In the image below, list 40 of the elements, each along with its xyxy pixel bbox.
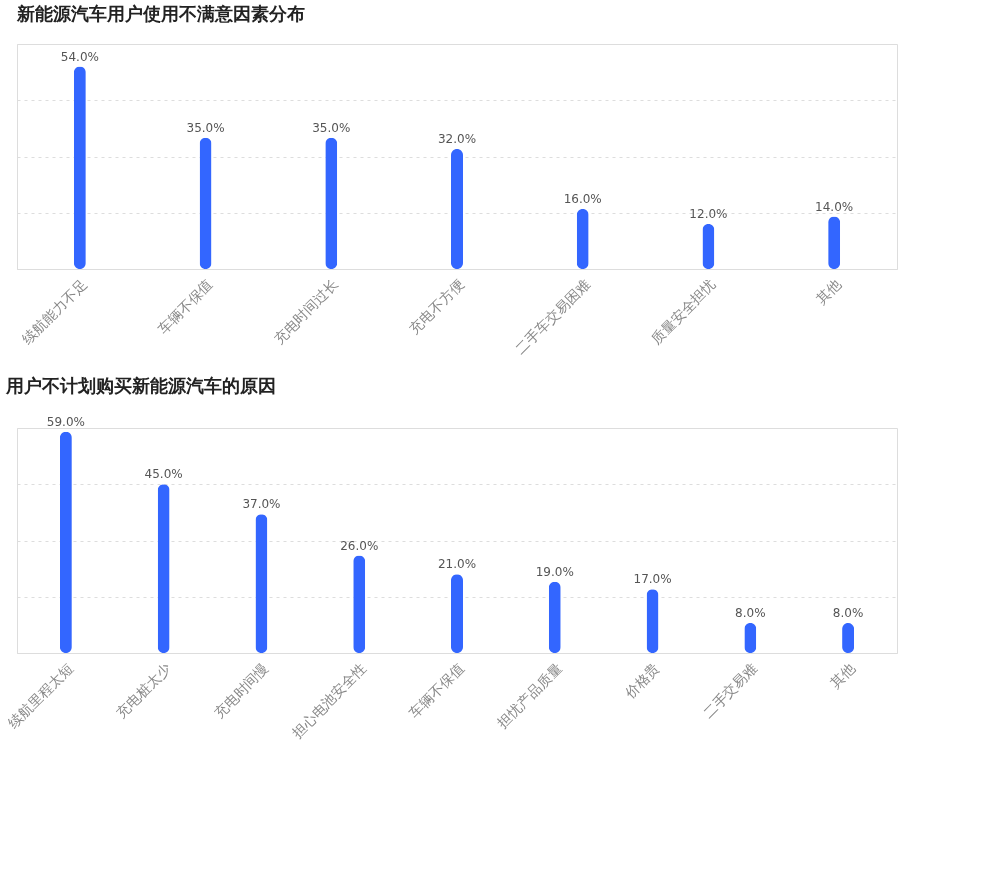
chart-title: 新能源汽车用户使用不满意因素分布: [16, 3, 305, 24]
data-label: 32.0%: [437, 132, 477, 146]
bar: [451, 574, 463, 653]
x-tick-label: 车辆不保值: [154, 276, 216, 337]
data-label: 26.0%: [340, 538, 379, 553]
x-tick-label: 二手车交易困难: [512, 276, 593, 357]
data-label: 17.0%: [633, 572, 672, 587]
data-label: 19.0%: [535, 564, 574, 579]
x-tick-label: 价格贵: [620, 660, 663, 702]
data-label: 45.0%: [144, 467, 183, 482]
x-tick-label: 其他: [826, 660, 859, 692]
x-tick-label: 续航能力不足: [19, 276, 90, 347]
bar: [157, 484, 170, 653]
bar: [451, 149, 463, 269]
data-label: 54.0%: [60, 49, 99, 64]
data-label: 8.0%: [735, 606, 766, 620]
x-tick-label: 质量安全担忧: [647, 276, 719, 347]
bar: [199, 137, 212, 269]
bar: [59, 431, 72, 653]
data-label: 8.0%: [832, 606, 864, 620]
x-tick-label: 车辆不保值: [406, 660, 467, 721]
data-label: 12.0%: [689, 207, 728, 221]
x-tick-label: 其他: [812, 276, 845, 308]
x-tick-label: 充电桩太少: [112, 660, 174, 721]
x-tick-label: 充电时间过长: [270, 276, 342, 347]
chart-title: 用户不计划购买新能源汽车的原因: [4, 374, 276, 396]
bar: [73, 66, 86, 269]
x-tick-label: 充电不方便: [406, 276, 467, 337]
x-tick-label: 二手交易难: [699, 660, 761, 721]
data-label: 35.0%: [186, 120, 225, 135]
data-label: 16.0%: [563, 192, 602, 206]
data-label: 35.0%: [312, 120, 351, 135]
data-label: 21.0%: [437, 557, 477, 572]
data-label: 37.0%: [242, 497, 281, 512]
x-tick-label: 续航里程太短: [5, 660, 76, 731]
data-label: 59.0%: [46, 414, 85, 429]
x-tick-label: 充电时间慢: [210, 660, 272, 721]
x-tick-label: 担心电池安全性: [288, 660, 370, 741]
x-tick-label: 担忧产品质量: [493, 660, 565, 731]
data-label: 14.0%: [815, 199, 854, 214]
